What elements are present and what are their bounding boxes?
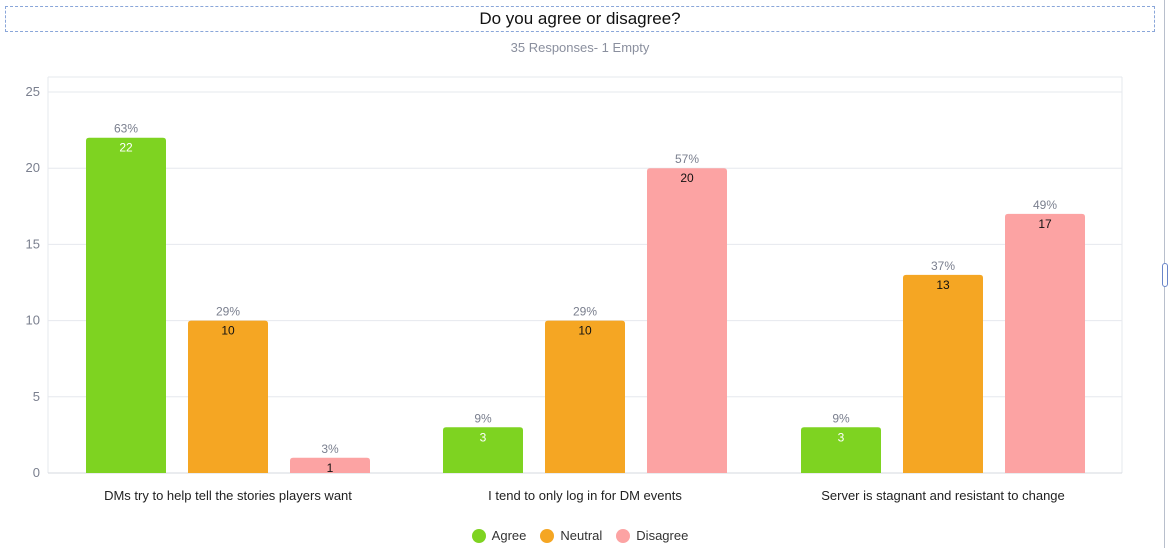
chart-title-box: Do you agree or disagree? xyxy=(5,6,1155,32)
bar-percent-label: 57% xyxy=(675,152,699,166)
y-tick-label: 25 xyxy=(26,84,40,99)
chart-title: Do you agree or disagree? xyxy=(479,9,681,28)
bar-value-label: 10 xyxy=(221,324,235,338)
bar-value-label: 13 xyxy=(936,278,950,292)
bar-value-label: 20 xyxy=(680,171,694,185)
x-category-label: I tend to only log in for DM events xyxy=(488,488,682,503)
legend-item-agree[interactable]: Agree xyxy=(471,528,527,543)
legend-label: Disagree xyxy=(636,528,689,543)
bar-value-label: 17 xyxy=(1038,217,1052,231)
bar-agree xyxy=(801,427,881,473)
bar-chart: 0 5 10 15 20 25 DMs try to help tell the stori… xyxy=(26,76,1123,503)
y-tick-label: 15 xyxy=(26,236,40,251)
bar-disagree xyxy=(647,168,727,473)
bar-disagree xyxy=(1005,213,1085,474)
bar-value-label: 1 xyxy=(327,461,334,475)
bar-neutral xyxy=(903,274,983,473)
y-tick-label: 0 xyxy=(33,465,40,480)
bar-value-label: 3 xyxy=(838,430,845,444)
legend-swatch xyxy=(540,528,555,543)
legend-label: Neutral xyxy=(560,528,603,543)
x-category-label: DMs try to help tell the stories players… xyxy=(104,488,352,503)
x-category-label: Server is stagnant and resistant to chan… xyxy=(821,488,1065,503)
bar-value-label: 3 xyxy=(480,430,487,444)
y-tick-label: 10 xyxy=(26,313,40,328)
legend-swatch xyxy=(616,528,631,543)
bar-percent-label: 9% xyxy=(832,411,850,425)
bar-percent-label: 29% xyxy=(573,305,597,319)
bar-neutral xyxy=(545,320,625,473)
bar-neutral xyxy=(188,320,268,473)
bar-percent-label: 3% xyxy=(321,442,339,456)
legend-swatch xyxy=(471,528,486,543)
bar-percent-label: 9% xyxy=(474,411,492,425)
chart-legend: Agree Neutral Disagree xyxy=(0,528,1160,543)
chart-subtitle: 35 Responses- 1 Empty xyxy=(510,40,650,55)
bar-percent-label: 49% xyxy=(1033,198,1057,212)
y-tick-label: 5 xyxy=(33,389,40,404)
legend-item-neutral[interactable]: Neutral xyxy=(540,528,602,543)
bar-percent-label: 29% xyxy=(216,305,240,319)
bar-agree xyxy=(443,427,523,473)
bar-value-label: 22 xyxy=(119,141,133,155)
bar-disagree xyxy=(290,457,370,473)
bar-value-label: 10 xyxy=(578,324,592,338)
scrollbar-handle[interactable] xyxy=(1162,263,1168,287)
bar-percent-label: 37% xyxy=(931,259,955,273)
y-tick-label: 20 xyxy=(26,160,40,175)
bar-percent-label: 63% xyxy=(114,122,138,136)
legend-label: Agree xyxy=(491,528,527,543)
legend-item-disagree[interactable]: Disagree xyxy=(616,528,688,543)
bar-agree xyxy=(86,137,166,473)
